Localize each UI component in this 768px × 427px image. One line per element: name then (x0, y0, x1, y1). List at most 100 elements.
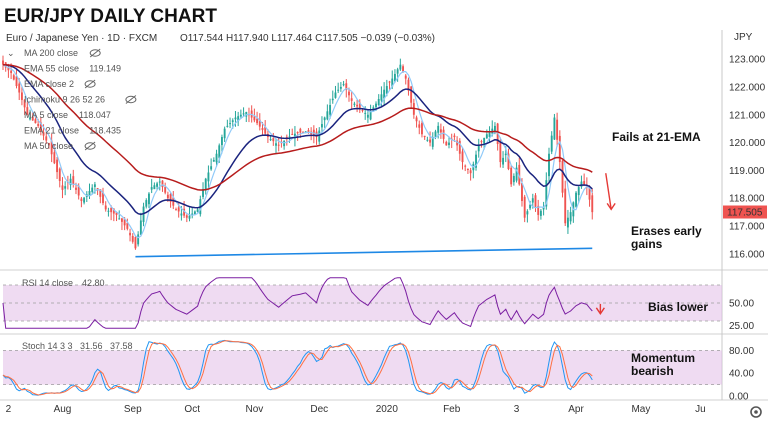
ema55-line (2, 63, 593, 191)
legend-row: MA 50 close (24, 141, 96, 151)
candle-body (523, 196, 526, 218)
price-tick-label: 122.000 (729, 82, 766, 93)
candle-body (120, 218, 123, 222)
red-arrow-head (595, 307, 605, 316)
candle-body (210, 166, 213, 170)
candle-body (331, 98, 334, 101)
red-arrow-head (606, 202, 616, 211)
candle-body (80, 198, 83, 202)
rsi-header: RSI 14 close 42.80 (22, 278, 105, 288)
candle-body (453, 135, 456, 138)
overlay-layer (135, 173, 616, 316)
hidden-eye-icon (125, 95, 137, 104)
candle-body (385, 86, 388, 94)
candle-body (172, 197, 175, 206)
stoch-d-line (2, 340, 593, 396)
stoch-tick-label: 80.00 (729, 346, 754, 357)
candle-body (361, 110, 364, 112)
candle-body (518, 164, 521, 185)
candle-body (145, 200, 148, 207)
candle-body (534, 195, 537, 207)
candle-body (326, 111, 329, 120)
candle-body (137, 234, 140, 245)
candle-body (239, 114, 242, 117)
candle-body (323, 117, 326, 121)
candle-body (502, 157, 505, 165)
candle-body (334, 92, 337, 98)
candle-body (12, 75, 15, 80)
candle-body (488, 131, 491, 137)
candle-body (7, 66, 10, 71)
settings-gear-icon[interactable] (750, 406, 762, 418)
candle-body (91, 187, 94, 192)
candle-body (464, 165, 467, 167)
candle-body (258, 119, 261, 127)
candle-body (29, 117, 31, 120)
price-axis[interactable]: 123.000 122.000 121.000 120.000 119.000 118.0… (729, 55, 766, 403)
candle-body (202, 188, 204, 197)
candle-body (418, 124, 421, 128)
stoch-tick-label: 40.00 (729, 369, 754, 380)
candle-body (350, 98, 353, 101)
price-tick-label: 119.000 (729, 166, 765, 177)
candle-body (318, 130, 321, 142)
price-tick-label: 123.000 (729, 55, 766, 66)
collapse-chevron-icon: ⌄ (7, 48, 15, 58)
candle-body (434, 131, 437, 137)
candle-body (580, 181, 583, 187)
candle-body (237, 116, 240, 122)
candle-body (64, 186, 67, 189)
candle-body (366, 114, 369, 118)
candle-body (234, 117, 237, 120)
candle-body (150, 187, 153, 190)
candle-body (88, 190, 91, 196)
candle-body (377, 99, 380, 106)
candle-body (348, 91, 350, 96)
candle-body (421, 123, 423, 135)
candle-body (58, 168, 61, 181)
candle-body (231, 120, 234, 122)
candle-body (161, 180, 164, 188)
candle-body (583, 181, 586, 185)
price-tick-label: 118.000 (729, 194, 765, 205)
candle-body (475, 154, 477, 168)
hidden-eye-icon (84, 141, 96, 151)
time-axis[interactable]: 2 Aug Sep Oct Nov Dec 2020 Feb 3 Apr May Ju (6, 404, 706, 415)
candle-body (18, 83, 21, 93)
time-tick-label: May (631, 404, 650, 415)
candle-body (175, 209, 177, 211)
annotation-erases-1: Erases early (631, 224, 702, 238)
time-tick-label: Apr (568, 404, 584, 415)
candle-body (591, 195, 594, 213)
candle-body (564, 188, 567, 224)
red-arrow-shaft (605, 173, 612, 210)
hidden-eye-icon (89, 48, 101, 58)
candle-body (123, 218, 126, 226)
candle-body (75, 187, 77, 190)
candle-body (34, 119, 37, 124)
candle-body (118, 218, 121, 220)
legend-row: Ichimoku 9 26 52 26 (24, 95, 137, 105)
stoch-tick-label: 0.00 (729, 392, 749, 403)
rsi-tick-label: 25.00 (729, 321, 754, 332)
candle-body (375, 103, 377, 108)
candle-body (185, 215, 188, 218)
candle-body (507, 153, 510, 170)
candle-body (302, 131, 304, 133)
candle-body (61, 185, 64, 190)
candle-body (353, 103, 356, 105)
candle-body (37, 124, 40, 126)
candle-body (383, 89, 386, 99)
rsi-tick-label: 50.00 (729, 299, 754, 310)
candle-body (369, 111, 372, 120)
time-tick-label: Feb (443, 404, 461, 415)
candle-body (545, 180, 548, 207)
candle-body (510, 167, 513, 185)
candle-body (283, 140, 286, 147)
candle-body (380, 94, 383, 101)
currency-label: JPY (734, 32, 753, 43)
candle-body (480, 141, 483, 143)
candle-body (53, 152, 56, 164)
symbol-name[interactable]: Euro / Japanese Yen · 1D · FXCM (6, 33, 157, 44)
candle-body (415, 117, 418, 122)
